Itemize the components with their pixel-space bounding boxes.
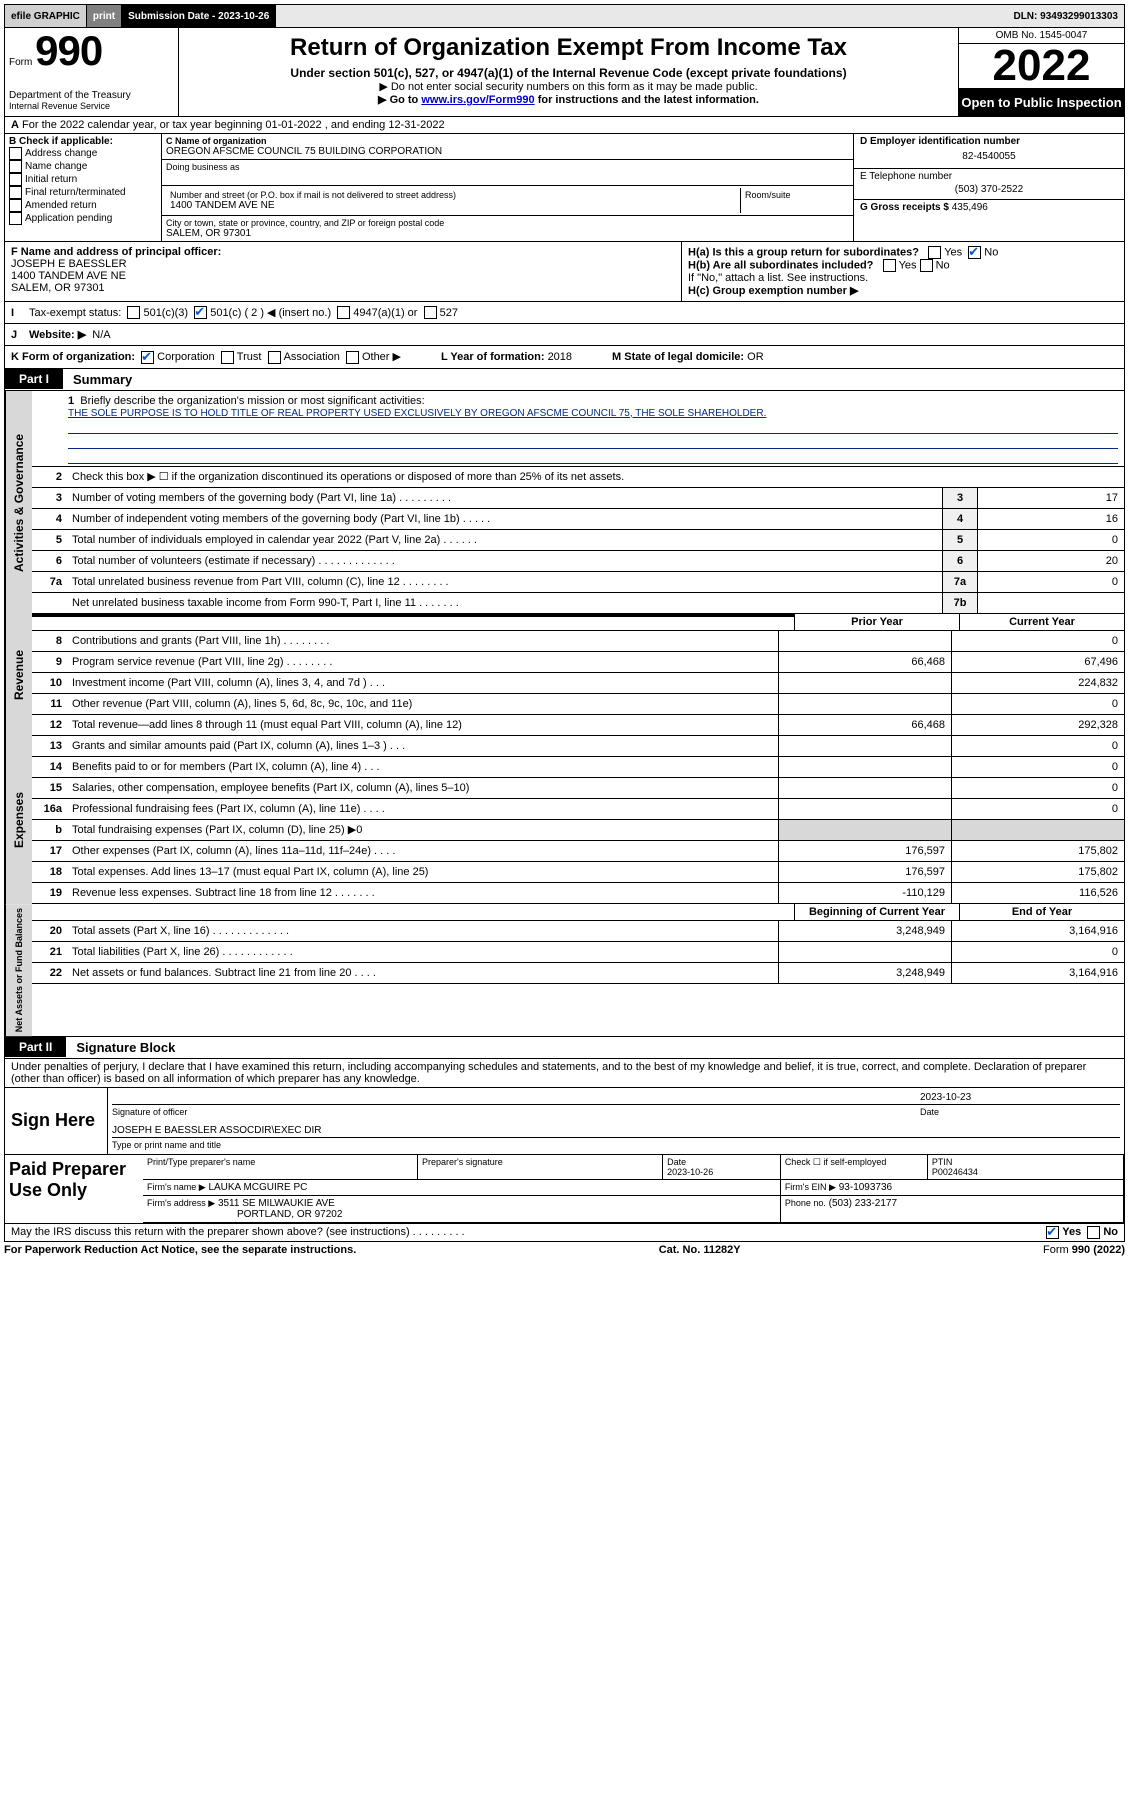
open-to-public: Open to Public Inspection [959,89,1124,116]
box-k: K Form of organization: Corporation Trus… [11,350,401,364]
summary-line: 3Number of voting members of the governi… [32,488,1124,509]
summary-line: 9Program service revenue (Part VIII, lin… [32,652,1124,673]
summary-line: 16aProfessional fundraising fees (Part I… [32,799,1124,820]
summary-line: 10Investment income (Part VIII, column (… [32,673,1124,694]
summary-line: 5Total number of individuals employed in… [32,530,1124,551]
box-f: F Name and address of principal officer:… [5,242,682,301]
submission-date: Submission Date - 2023-10-26 [122,5,276,27]
box-i: I Tax-exempt status: 501(c)(3) 501(c) ( … [4,302,1125,324]
signature-area: 2023-10-23 Signature of officer Date JOS… [107,1088,1124,1154]
summary-line: 8Contributions and grants (Part VIII, li… [32,631,1124,652]
summary-line: 17Other expenses (Part IX, column (A), l… [32,841,1124,862]
summary-line: 13Grants and similar amounts paid (Part … [32,736,1124,757]
summary-line: 4Number of independent voting members of… [32,509,1124,530]
summary-line: 6Total number of volunteers (estimate if… [32,551,1124,572]
form-prefix: Form [9,57,32,68]
top-bar: efile GRAPHIC print Submission Date - 20… [4,4,1125,28]
box-g: G Gross receipts $ 435,496 [854,200,1124,215]
tax-year: 2022 [959,44,1124,89]
form-note-ssn: ▶ Do not enter social security numbers o… [185,80,952,93]
box-m: M State of legal domicile: OR [612,351,764,363]
irs-link[interactable]: www.irs.gov/Form990 [421,94,534,106]
summary-line: 11Other revenue (Part VIII, column (A), … [32,694,1124,715]
part1-header: Part I Summary [4,369,1125,391]
box-c: C Name of organization OREGON AFSCME COU… [162,134,853,241]
form-header: Form 990 Department of the Treasury Inte… [4,28,1125,117]
form-number: 990 [35,27,102,74]
box-l: L Year of formation: 2018 [441,351,572,363]
summary-line: 21Total liabilities (Part X, line 26) . … [32,942,1124,963]
box-j: J Website: ▶ N/A [4,324,1125,346]
sign-here-label: Sign Here [5,1088,107,1154]
box-h: H(a) Is this a group return for subordin… [682,242,1124,301]
side-label-revenue: Revenue [5,614,32,736]
summary-line: bTotal fundraising expenses (Part IX, co… [32,820,1124,841]
box-b: B Check if applicable: Address change Na… [5,134,162,241]
summary-line: 18Total expenses. Add lines 13–17 (must … [32,862,1124,883]
summary-line: 14Benefits paid to or for members (Part … [32,757,1124,778]
box-e: E Telephone number (503) 370-2522 [854,169,1124,200]
page-footer: For Paperwork Reduction Act Notice, see … [4,1242,1125,1258]
col-header-net: Beginning of Current Year End of Year [32,904,1124,921]
summary-line: 19Revenue less expenses. Subtract line 1… [32,883,1124,904]
efile-label: efile GRAPHIC [5,5,87,27]
section-a: A For the 2022 calendar year, or tax yea… [4,117,1125,134]
dept-treasury: Department of the Treasury [9,90,174,101]
summary-line: 7aTotal unrelated business revenue from … [32,572,1124,593]
print-button[interactable]: print [87,5,122,27]
paid-preparer-label: Paid Preparer Use Only [5,1155,143,1223]
side-label-expenses: Expenses [5,736,32,904]
summary-line: 22Net assets or fund balances. Subtract … [32,963,1124,984]
summary-line: 15Salaries, other compensation, employee… [32,778,1124,799]
form-subtitle: Under section 501(c), 527, or 4947(a)(1)… [185,66,952,80]
dln: DLN: 93493299013303 [1007,5,1124,27]
mission: 1 Briefly describe the organization's mi… [32,391,1124,467]
part2-header: Part II Signature Block [4,1037,1125,1059]
paid-preparer-table: Print/Type preparer's name Preparer's si… [143,1155,1124,1223]
summary-line: 2Check this box ▶ ☐ if the organization … [32,467,1124,488]
irs-label: Internal Revenue Service [9,101,174,111]
form-title: Return of Organization Exempt From Incom… [185,34,952,62]
side-label-governance: Activities & Governance [5,391,32,614]
discuss-question: May the IRS discuss this return with the… [4,1224,1125,1242]
side-label-netassets: Net Assets or Fund Balances [5,904,32,1036]
col-header-rev: Prior Year Current Year [32,614,1124,631]
summary-line: Net unrelated business taxable income fr… [32,593,1124,614]
sig-declaration: Under penalties of perjury, I declare th… [4,1059,1125,1088]
summary-line: 20Total assets (Part X, line 16) . . . .… [32,921,1124,942]
form-note-link: ▶ Go to www.irs.gov/Form990 for instruct… [185,93,952,106]
box-d: D Employer identification number 82-4540… [854,134,1124,169]
summary-line: 12Total revenue—add lines 8 through 11 (… [32,715,1124,736]
